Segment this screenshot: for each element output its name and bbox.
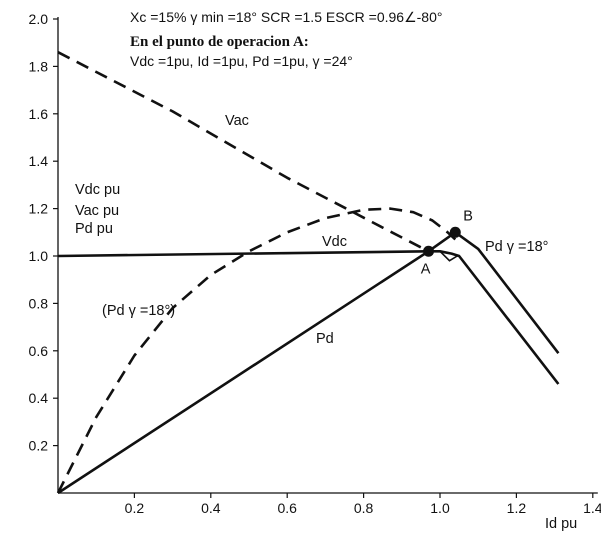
y-axis-label-pd: Pd pu bbox=[75, 221, 113, 237]
y-tick-label: 2.0 bbox=[29, 11, 49, 27]
x-tick-label: 1.2 bbox=[507, 500, 527, 516]
chart-header-op-title: En el punto de operacion A: bbox=[130, 34, 309, 50]
x-tick-label: 0.4 bbox=[201, 500, 221, 516]
operating-point-b bbox=[449, 226, 461, 238]
annotation-vac: Vac bbox=[225, 113, 249, 129]
y-tick-label: 0.8 bbox=[29, 295, 49, 311]
y-tick-label: 1.6 bbox=[29, 106, 49, 122]
operating-point-label-a: A bbox=[421, 261, 431, 277]
y-axis-label-vac: Vac pu bbox=[75, 203, 119, 219]
tick-group: 0.2 0.4 0.6 0.8 1.0 1.2 1.4 0.2 0.4 0.6 0.8 1.0 1.2 1… bbox=[29, 11, 601, 516]
x-tick-label: 1.0 bbox=[430, 500, 450, 516]
x-tick-label: 0.2 bbox=[125, 500, 145, 516]
y-tick-label: 0.6 bbox=[29, 343, 49, 359]
annotation-pd-gamma: Pd γ =18° bbox=[485, 239, 548, 255]
x-tick-label: 1.4 bbox=[583, 500, 601, 516]
series-line-pd bbox=[57, 231, 560, 495]
operating-point-label-b: B bbox=[463, 208, 473, 224]
y-tick-label: 0.2 bbox=[29, 438, 49, 454]
x-tick-label: 0.8 bbox=[354, 500, 374, 516]
y-tick-label: 1.0 bbox=[29, 248, 49, 264]
series-line-vdc bbox=[57, 250, 560, 385]
series-line-vac bbox=[57, 51, 430, 253]
x-axis-label: Id pu bbox=[545, 516, 577, 532]
series-group bbox=[56, 51, 560, 495]
y-tick-label: 1.4 bbox=[29, 153, 49, 169]
operating-point-a bbox=[423, 245, 435, 257]
annotation-vdc: Vdc bbox=[322, 234, 347, 250]
angle-marker bbox=[439, 250, 458, 262]
x-tick-label: 0.6 bbox=[277, 500, 297, 516]
annotation-pd-dashed: (Pd γ =18°) bbox=[102, 303, 175, 319]
chart-header-params: Xc =15% γ min =18° SCR =1.5 ESCR =0.96∠-… bbox=[130, 9, 442, 25]
y-tick-label: 0.4 bbox=[29, 390, 49, 406]
operating-points: AB bbox=[421, 208, 473, 277]
annotation-pd: Pd bbox=[316, 331, 334, 347]
y-axis-label-vdc: Vdc pu bbox=[75, 182, 120, 198]
y-tick-label: 1.8 bbox=[29, 58, 49, 74]
y-tick-label: 1.2 bbox=[29, 201, 49, 217]
chart-header-op-values: Vdc =1pu, Id =1pu, Pd =1pu, γ =24° bbox=[130, 53, 353, 69]
